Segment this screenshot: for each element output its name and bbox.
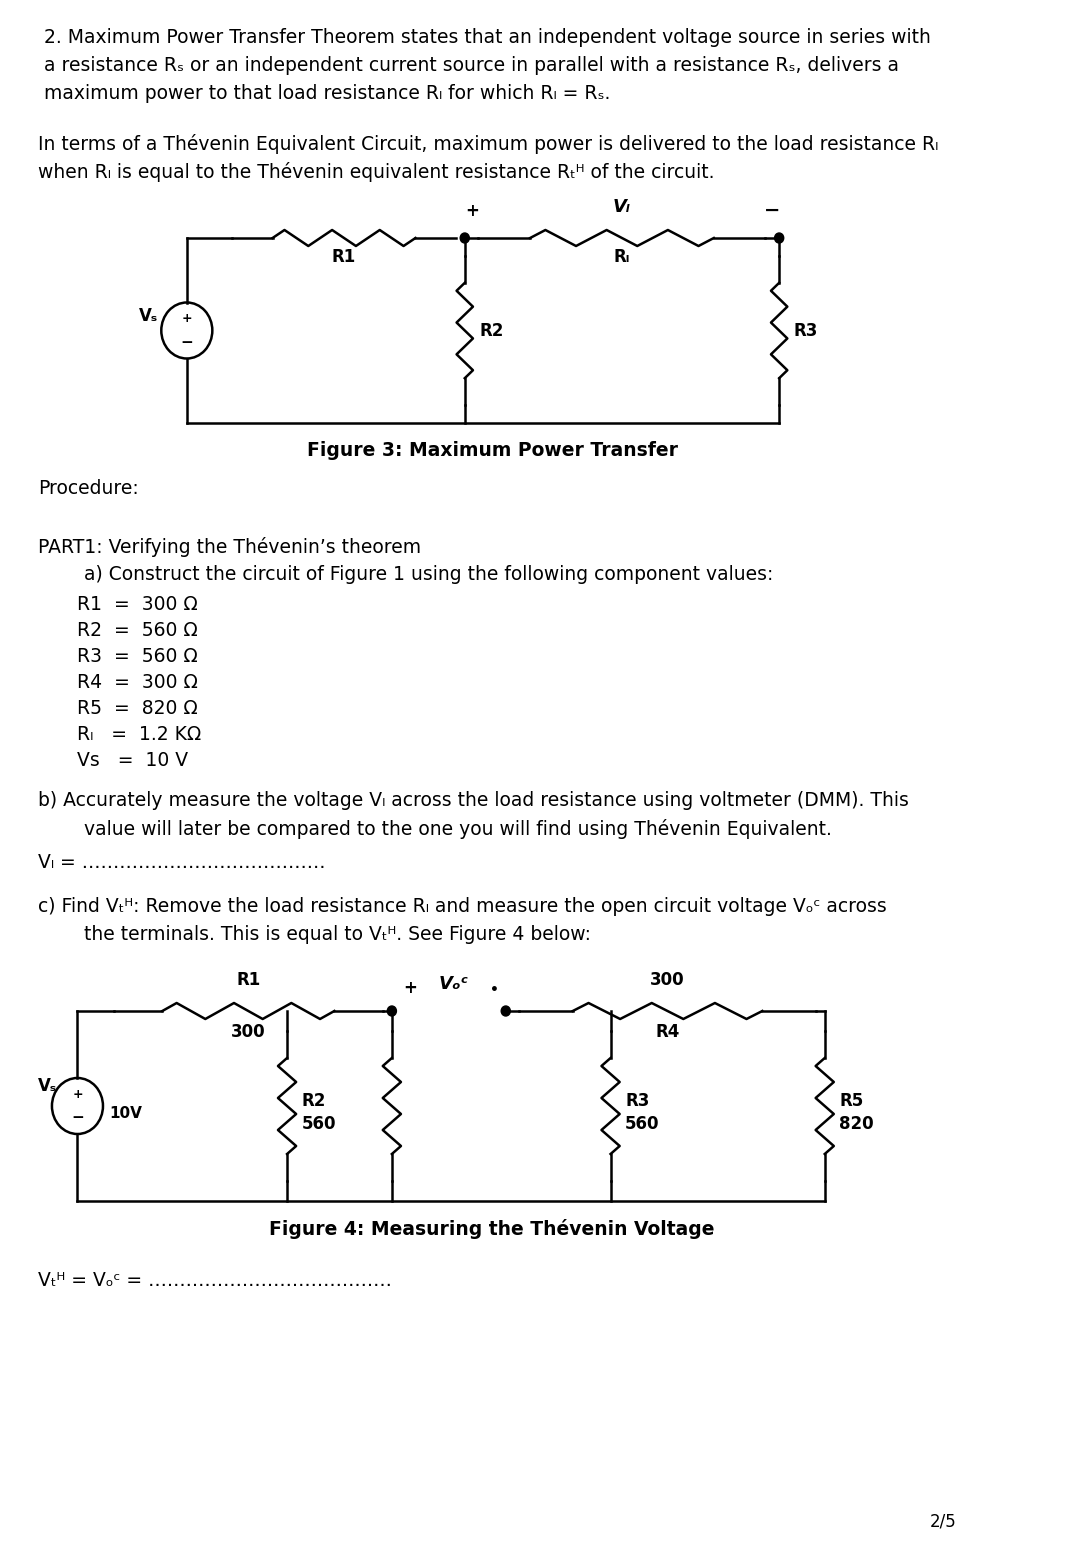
Circle shape [388, 1006, 396, 1016]
Circle shape [501, 1006, 511, 1016]
Text: 2. Maximum Power Transfer Theorem states that an independent voltage source in s: 2. Maximum Power Transfer Theorem states… [38, 28, 931, 47]
Text: Procedure:: Procedure: [38, 478, 139, 499]
Text: −: − [71, 1111, 84, 1125]
Text: −: − [180, 335, 193, 349]
Text: Vₜᴴ = Vₒᶜ = …………………………………: Vₜᴴ = Vₒᶜ = ………………………………… [38, 1271, 392, 1290]
Text: 820: 820 [839, 1116, 874, 1133]
Text: −: − [764, 201, 780, 220]
Text: maximum power to that load resistance Rₗ for which Rₗ = Rₛ.: maximum power to that load resistance Rₗ… [38, 84, 610, 103]
Text: Figure 3: Maximum Power Transfer: Figure 3: Maximum Power Transfer [307, 441, 677, 460]
Text: R3: R3 [794, 321, 819, 340]
Text: when Rₗ is equal to the Thévenin equivalent resistance Rₜᴴ of the circuit.: when Rₗ is equal to the Thévenin equival… [38, 162, 715, 182]
Text: R2  =  560 Ω: R2 = 560 Ω [77, 622, 198, 640]
Text: Vₛ: Vₛ [38, 1077, 57, 1095]
Text: R4  =  300 Ω: R4 = 300 Ω [77, 673, 198, 692]
Text: Figure 4: Measuring the Thévenin Voltage: Figure 4: Measuring the Thévenin Voltage [269, 1218, 715, 1239]
Text: +: + [72, 1087, 83, 1102]
Text: R1  =  300 Ω: R1 = 300 Ω [77, 595, 198, 614]
Text: 560: 560 [301, 1116, 336, 1133]
Text: In terms of a Thévenin Equivalent Circuit, maximum power is delivered to the loa: In terms of a Thévenin Equivalent Circui… [38, 134, 939, 154]
Text: PART1: Verifying the Thévenin’s theorem: PART1: Verifying the Thévenin’s theorem [38, 538, 421, 558]
Text: Vs   =  10 V: Vs = 10 V [77, 751, 188, 770]
Text: R3: R3 [625, 1092, 649, 1109]
Text: 300: 300 [650, 971, 685, 989]
Text: R5: R5 [839, 1092, 864, 1109]
Text: Vₒᶜ: Vₒᶜ [438, 975, 469, 992]
Text: R4: R4 [656, 1024, 679, 1041]
Text: c) Find Vₜᴴ: Remove the load resistance Rₗ and measure the open circuit voltage : c) Find Vₜᴴ: Remove the load resistance … [38, 897, 887, 916]
Text: Vₗ: Vₗ [613, 198, 631, 217]
Text: Rₗ   =  1.2 KΩ: Rₗ = 1.2 KΩ [77, 724, 201, 745]
Text: R5  =  820 Ω: R5 = 820 Ω [77, 700, 198, 718]
Text: a resistance Rₛ or an independent current source in parallel with a resistance R: a resistance Rₛ or an independent curren… [38, 56, 900, 75]
Text: Vₗ = …………………………………: Vₗ = ………………………………… [38, 852, 326, 872]
Text: R3  =  560 Ω: R3 = 560 Ω [77, 647, 198, 665]
Text: +: + [403, 978, 417, 997]
Text: R2: R2 [301, 1092, 326, 1109]
Text: R1: R1 [332, 248, 356, 266]
Text: b) Accurately measure the voltage Vₗ across the load resistance using voltmeter : b) Accurately measure the voltage Vₗ acr… [38, 791, 909, 810]
Text: the terminals. This is equal to Vₜᴴ. See Figure 4 below:: the terminals. This is equal to Vₜᴴ. See… [84, 925, 591, 944]
Text: 10V: 10V [109, 1106, 143, 1122]
Text: a) Construct the circuit of Figure 1 using the following component values:: a) Construct the circuit of Figure 1 usi… [84, 566, 773, 584]
Text: +: + [181, 312, 192, 326]
Text: value will later be compared to the one you will find using Thévenin Equivalent.: value will later be compared to the one … [84, 820, 832, 840]
Text: R1: R1 [237, 971, 260, 989]
Circle shape [774, 234, 784, 243]
Text: +: + [465, 203, 480, 220]
Text: Vₛ: Vₛ [139, 307, 158, 324]
Text: •: • [489, 983, 499, 997]
Text: 2/5: 2/5 [930, 1511, 957, 1530]
Circle shape [460, 234, 470, 243]
Text: 560: 560 [625, 1116, 660, 1133]
Text: Rₗ: Rₗ [613, 248, 630, 266]
Text: 300: 300 [231, 1024, 266, 1041]
Text: R2: R2 [480, 321, 503, 340]
